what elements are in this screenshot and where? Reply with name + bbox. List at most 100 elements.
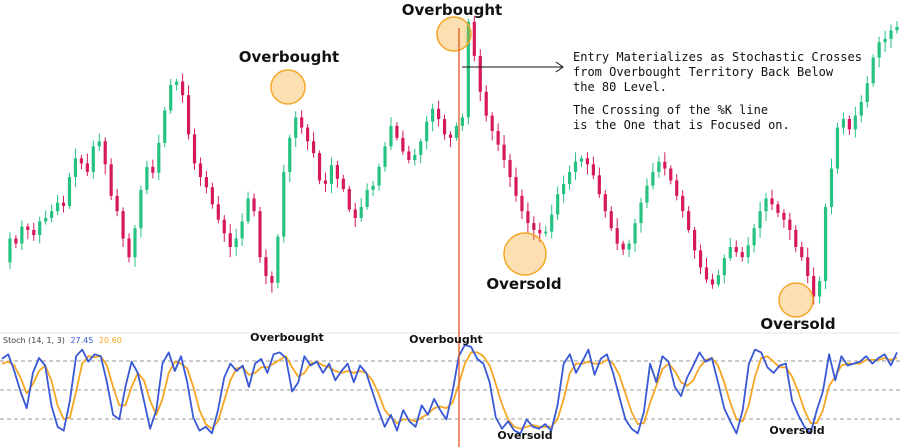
stoch-d-line <box>1 351 898 430</box>
candle-down <box>782 212 786 220</box>
candle-up <box>853 115 857 130</box>
candle-down <box>484 91 488 116</box>
candle-up <box>556 194 560 215</box>
candle-up <box>454 125 459 138</box>
candle-up <box>865 83 869 102</box>
candle-up <box>157 142 161 173</box>
candle-up <box>562 183 566 195</box>
candle-down <box>353 209 357 218</box>
candle-up <box>163 110 167 143</box>
candle-up <box>8 238 12 263</box>
candle-down <box>681 195 685 212</box>
candle-down <box>115 195 119 212</box>
candle-down <box>192 134 197 164</box>
candle-up <box>20 226 24 244</box>
candle-up <box>746 245 750 258</box>
candle-up <box>818 281 822 297</box>
candle-down <box>222 219 226 234</box>
candle-down <box>585 158 590 165</box>
candle-down <box>14 238 18 244</box>
price-pane <box>8 15 899 305</box>
candle-down <box>311 141 316 154</box>
candle-down <box>198 163 203 178</box>
candle-down <box>502 144 506 160</box>
stoch-oversold-label-1: Oversold <box>497 429 552 442</box>
candle-up <box>377 166 381 186</box>
candle-down <box>186 95 191 135</box>
candle-down <box>603 194 607 212</box>
candle-up <box>877 42 881 58</box>
candle-down <box>264 257 268 276</box>
candle-up <box>859 102 863 116</box>
candle-down <box>532 223 536 230</box>
candle-up <box>246 198 250 222</box>
candle-down <box>442 119 447 135</box>
candle-down <box>669 168 673 181</box>
candle-down <box>597 175 601 195</box>
candle-down <box>26 226 30 230</box>
candle-up <box>91 146 95 172</box>
candle-down <box>692 229 697 251</box>
candle-down <box>317 153 322 181</box>
candle-down <box>496 131 500 145</box>
candle-up <box>829 168 834 207</box>
candle-up <box>716 275 720 285</box>
candle-up <box>139 189 143 229</box>
note-line-5: The Crossing of the %K line <box>573 103 768 117</box>
candle-up <box>175 81 179 85</box>
candle-down <box>228 233 232 247</box>
candle-down <box>216 204 220 220</box>
candle-down <box>204 177 209 188</box>
candle-up <box>633 223 637 244</box>
candle-down <box>615 228 619 244</box>
note-line-3: the 80 Level. <box>573 80 667 94</box>
candle-up <box>764 198 768 212</box>
candle-up <box>234 238 238 247</box>
candle-down <box>591 164 595 176</box>
candle-up <box>169 84 173 111</box>
candle-up <box>889 30 893 39</box>
oversold-label-1: Oversold <box>486 275 561 293</box>
candle-down <box>663 161 667 169</box>
candle-down <box>490 115 494 131</box>
stoch-k-line <box>1 344 898 435</box>
candle-up <box>38 221 42 236</box>
candle-up <box>573 161 578 172</box>
candle-up <box>67 177 72 207</box>
candle-down <box>103 141 107 165</box>
candle-up <box>579 158 584 162</box>
oversold-circle-2 <box>778 282 814 318</box>
candle-down <box>770 198 774 205</box>
candle-down <box>806 257 810 276</box>
stoch-legend-name: Stoch (14, 1, 3) <box>3 336 65 345</box>
candle-down <box>121 211 125 239</box>
candle-up <box>282 171 286 237</box>
oversold-circle-1 <box>503 232 547 276</box>
candle-down <box>847 119 851 130</box>
candle-up <box>240 221 244 239</box>
candle-down <box>478 55 482 92</box>
candle-down <box>32 229 36 236</box>
stoch-oversold-label-2: Oversold <box>769 424 824 437</box>
candle-down <box>341 178 345 189</box>
candle-down <box>710 279 715 285</box>
candle-down <box>538 229 542 234</box>
candle-down <box>61 202 66 207</box>
candle-up <box>544 231 548 234</box>
candle-down <box>252 198 256 212</box>
candle-up <box>645 185 649 203</box>
candle-up <box>460 117 465 126</box>
candle-down <box>109 164 113 196</box>
candle-down <box>85 163 89 172</box>
candle-down <box>776 204 780 213</box>
candle-down <box>347 189 351 210</box>
candle-up <box>419 141 423 155</box>
candle-down <box>508 160 512 178</box>
candle-down <box>323 180 328 184</box>
candle-up <box>651 171 655 186</box>
candle-up <box>466 21 470 118</box>
stoch-overbought-label-2: Overbought <box>409 333 483 346</box>
note-line-1: Entry Materializes as Stochastic Crosses <box>573 50 862 64</box>
candle-down <box>210 187 214 205</box>
